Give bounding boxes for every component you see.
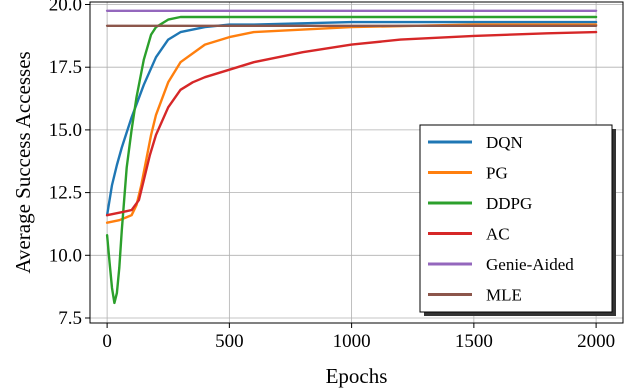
legend-label: MLE	[486, 286, 522, 305]
legend-label: AC	[486, 225, 510, 244]
y-axis-ticks: 7.5 10.0 12.5 15.0 17.5 20.0	[49, 0, 90, 329]
x-tick-label: 0	[102, 331, 112, 352]
y-axis-label: Average Success Accesses	[11, 51, 35, 273]
legend: DQN PG DDPG AC Genie-Aided MLE	[419, 124, 616, 316]
y-tick-label: 17.5	[49, 57, 82, 78]
legend-label: DQN	[486, 133, 523, 152]
y-tick-label: 20.0	[49, 0, 82, 16]
series-line-ddpg	[105, 15, 598, 305]
x-axis-ticks: 0 500 1000 1500 2000	[102, 323, 615, 352]
series-line-ac	[105, 30, 598, 217]
y-tick-label: 12.5	[49, 183, 82, 204]
legend-label: Genie-Aided	[486, 255, 574, 274]
legend-box	[419, 124, 613, 313]
y-tick-label: 10.0	[49, 245, 82, 266]
legend-label: PG	[486, 164, 508, 183]
x-tick-label: 1000	[333, 331, 371, 352]
series-line-pg	[105, 23, 598, 224]
x-axis-label: Epochs	[326, 364, 388, 388]
legend-label: DDPG	[486, 194, 532, 213]
x-tick-label: 1500	[455, 331, 493, 352]
x-tick-label: 500	[215, 331, 244, 352]
series-line-dqn	[105, 20, 598, 217]
x-tick-label: 2000	[577, 331, 615, 352]
plot-area	[105, 9, 598, 305]
y-tick-label: 7.5	[58, 308, 82, 329]
plot-frame	[89, 1, 624, 324]
y-tick-label: 15.0	[49, 120, 82, 141]
